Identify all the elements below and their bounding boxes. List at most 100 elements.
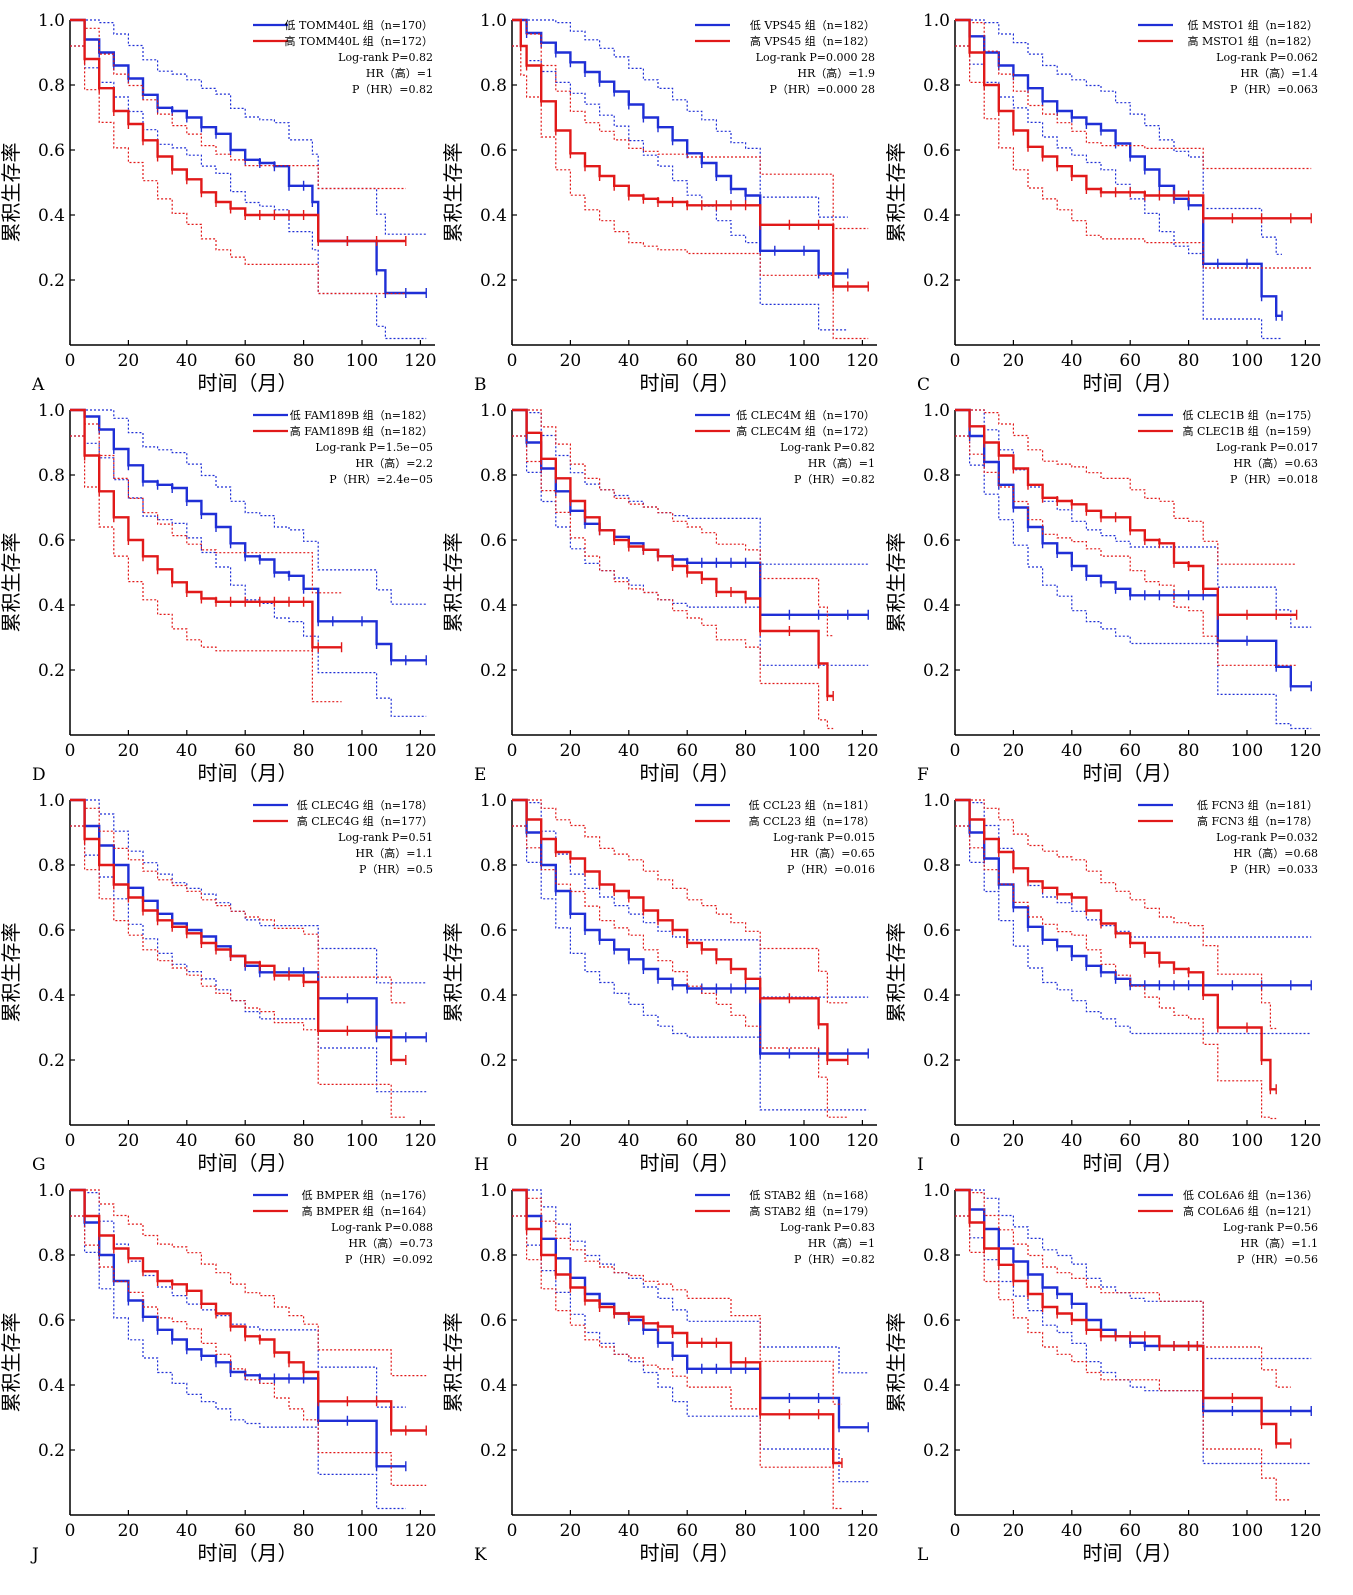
y-tick-label: 0.6 bbox=[38, 141, 65, 161]
legend-high-label: 高 COL6A6 组（n=121） bbox=[1183, 1204, 1318, 1218]
x-tick-label: 20 bbox=[560, 351, 582, 371]
y-tick-label: 0.6 bbox=[923, 141, 950, 161]
panel-k: 0 20 40 60 80 100 120 0.2 0.4 0.6 0.8 1.0 时间（月） 累积生存率… bbox=[441, 1181, 879, 1565]
legend-low-label: 低 TOMM40L 组（n=170） bbox=[285, 18, 433, 32]
y-tick-label: 0.2 bbox=[480, 1051, 507, 1071]
p-hr-text: P（HR）=0.016 bbox=[787, 863, 875, 876]
low-ci-lower bbox=[70, 45, 427, 340]
p-hr-text: P（HR）=2.4e−05 bbox=[329, 473, 433, 486]
legend-low-label: 低 BMPER 组（n=176） bbox=[302, 1188, 433, 1202]
y-axis-label: 累积生存率 bbox=[884, 143, 908, 243]
high-ci-lower bbox=[955, 435, 1297, 666]
y-tick-label: 0.4 bbox=[923, 1376, 950, 1396]
legend-low-label: 低 CLEC4M 组（n=170） bbox=[736, 408, 875, 422]
panel-label: E bbox=[474, 765, 486, 785]
y-tick-label: 0.8 bbox=[923, 76, 950, 96]
legend-high-label: 高 FCN3 组（n=178） bbox=[1197, 814, 1318, 828]
x-tick-label: 40 bbox=[176, 741, 198, 761]
x-tick-label: 20 bbox=[118, 351, 140, 371]
x-tick-label: 20 bbox=[1003, 351, 1025, 371]
high-survival-curve bbox=[70, 18, 406, 243]
x-tick-label: 40 bbox=[176, 1521, 198, 1541]
legend-low-label: 低 VPS45 组（n=182） bbox=[750, 18, 875, 32]
y-tick-label: 0.4 bbox=[923, 596, 950, 616]
y-axis-label: 累积生存率 bbox=[441, 1313, 465, 1413]
panel-f: 0 20 40 60 80 100 120 0.2 0.4 0.6 0.8 1.0 时间（月） 累积生存率… bbox=[884, 401, 1322, 785]
legend-high-label: 高 TOMM40L 组（n=172） bbox=[285, 34, 433, 48]
high-survival-curve bbox=[955, 18, 1312, 220]
y-axis-label: 累积生存率 bbox=[0, 533, 23, 633]
x-axis-label: 时间（月） bbox=[1083, 371, 1183, 395]
panel-label: H bbox=[474, 1155, 489, 1175]
y-tick-label: 1.0 bbox=[923, 1181, 950, 1201]
hr-text: HR（高）=1 bbox=[366, 66, 433, 80]
y-tick-label: 0.8 bbox=[38, 856, 65, 876]
low-ci-upper bbox=[955, 409, 1312, 628]
p-hr-text: P（HR）=0.018 bbox=[1230, 473, 1318, 486]
panel-h: 0 20 40 60 80 100 120 0.2 0.4 0.6 0.8 1.0 时间（月） 累积生存率… bbox=[441, 791, 879, 1175]
low-ci-lower bbox=[512, 435, 869, 666]
x-tick-label: 120 bbox=[846, 1521, 878, 1541]
x-axis-label: 时间（月） bbox=[640, 761, 740, 785]
y-tick-label: 0.2 bbox=[480, 661, 507, 681]
panel-label: D bbox=[32, 765, 46, 785]
logrank-text: Log-rank P=0.017 bbox=[1216, 441, 1318, 454]
x-tick-label: 60 bbox=[676, 1131, 698, 1151]
panel-b: 0 20 40 60 80 100 120 0.2 0.4 0.6 0.8 1.0 时间（月） 累积生存率… bbox=[441, 11, 879, 395]
legend-high-label: 高 CLEC4G 组（n=177） bbox=[297, 814, 433, 828]
panel-c: 0 20 40 60 80 100 120 0.2 0.4 0.6 0.8 1.0 时间（月） 累积生存率… bbox=[884, 11, 1322, 395]
x-tick-label: 100 bbox=[1231, 1131, 1263, 1151]
x-tick-label: 80 bbox=[735, 1131, 757, 1151]
high-ci-lower bbox=[955, 1215, 1291, 1501]
high-ci-upper bbox=[70, 409, 342, 594]
x-tick-label: 80 bbox=[293, 1131, 315, 1151]
high-survival-curve bbox=[70, 408, 342, 649]
low-survival-curve bbox=[955, 18, 1282, 317]
logrank-text: Log-rank P=0.088 bbox=[331, 1221, 433, 1234]
low-ci-lower bbox=[955, 825, 1312, 1035]
p-hr-text: P（HR）=0.033 bbox=[1230, 863, 1318, 876]
logrank-text: Log-rank P=0.82 bbox=[780, 441, 875, 454]
x-tick-label: 80 bbox=[293, 351, 315, 371]
legend-high-label: 高 VPS45 组（n=182） bbox=[750, 34, 875, 48]
low-ci-lower bbox=[955, 435, 1312, 730]
p-hr-text: P（HR）=0.56 bbox=[1237, 1253, 1318, 1266]
legend-high-label: 高 MSTO1 组（n=182） bbox=[1188, 34, 1318, 48]
panel-d: 0 20 40 60 80 100 120 0.2 0.4 0.6 0.8 1.0 时间（月） 累积生存率… bbox=[0, 401, 437, 785]
y-tick-label: 0.8 bbox=[480, 1246, 507, 1266]
x-tick-label: 0 bbox=[507, 1131, 518, 1151]
y-axis-label: 累积生存率 bbox=[884, 1313, 908, 1413]
x-tick-label: 120 bbox=[1289, 741, 1321, 761]
y-tick-label: 0.8 bbox=[480, 856, 507, 876]
hr-text: HR（高）=2.2 bbox=[355, 456, 433, 470]
x-tick-label: 20 bbox=[560, 741, 582, 761]
y-tick-label: 0.2 bbox=[923, 661, 950, 681]
x-tick-label: 100 bbox=[788, 1521, 820, 1541]
legend-low-label: 低 COL6A6 组（n=136） bbox=[1183, 1188, 1318, 1202]
x-tick-label: 80 bbox=[735, 741, 757, 761]
panel-i: 0 20 40 60 80 100 120 0.2 0.4 0.6 0.8 1.0 时间（月） 累积生存率… bbox=[884, 791, 1322, 1175]
panel-label: L bbox=[917, 1545, 928, 1565]
x-tick-label: 100 bbox=[1231, 741, 1263, 761]
legend-low-label: 低 FAM189B 组（n=182） bbox=[290, 408, 433, 422]
x-tick-label: 120 bbox=[1289, 351, 1321, 371]
x-tick-label: 0 bbox=[950, 1521, 961, 1541]
x-tick-label: 60 bbox=[676, 741, 698, 761]
high-ci-lower bbox=[70, 45, 406, 295]
panel-l: 0 20 40 60 80 100 120 0.2 0.4 0.6 0.8 1.0 时间（月） 累积生存率… bbox=[884, 1181, 1322, 1565]
high-ci-upper bbox=[70, 1189, 427, 1377]
low-ci-lower bbox=[955, 45, 1282, 340]
high-ci-upper bbox=[955, 1189, 1291, 1388]
high-ci-lower bbox=[512, 1215, 842, 1510]
y-tick-label: 0.8 bbox=[480, 466, 507, 486]
x-tick-label: 100 bbox=[788, 741, 820, 761]
x-tick-label: 20 bbox=[1003, 1521, 1025, 1541]
high-ci-lower bbox=[955, 45, 1312, 269]
low-ci-lower bbox=[70, 1215, 406, 1510]
x-tick-label: 40 bbox=[176, 351, 198, 371]
y-tick-label: 0.6 bbox=[480, 1311, 507, 1331]
y-tick-label: 1.0 bbox=[480, 11, 507, 31]
legend-high-label: 高 CLEC4M 组（n=172） bbox=[736, 424, 875, 438]
x-tick-label: 80 bbox=[293, 1521, 315, 1541]
